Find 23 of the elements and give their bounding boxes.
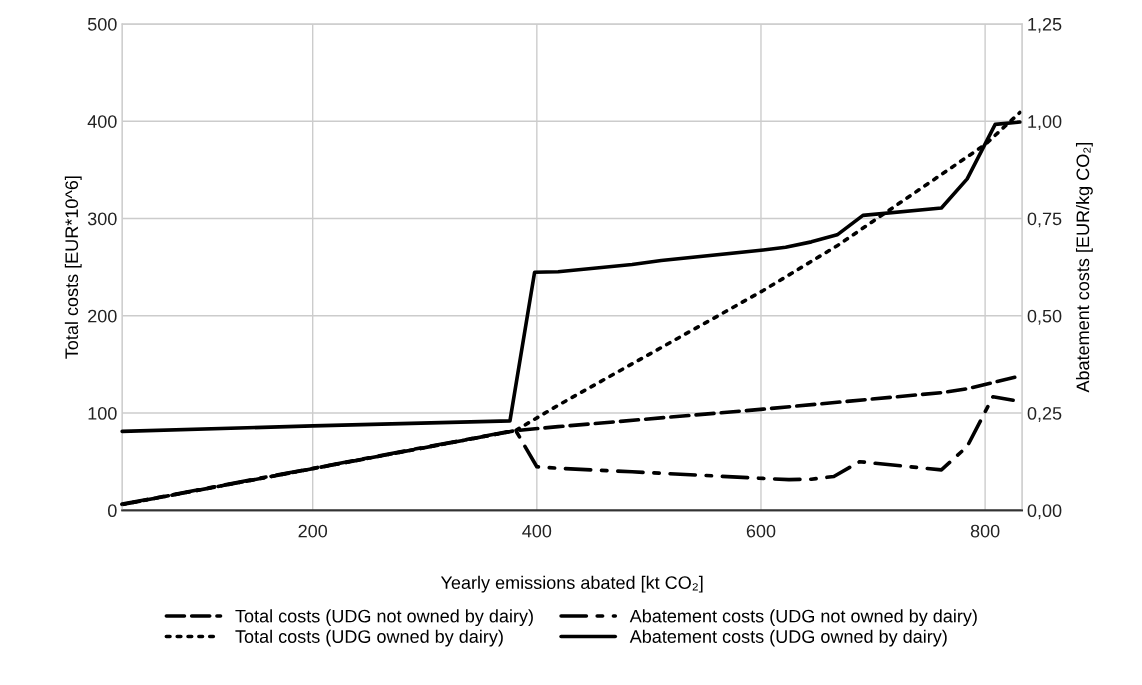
y2-tick-label: 0,50 bbox=[1027, 309, 1062, 325]
y-tick-label: 300 bbox=[87, 212, 117, 226]
y2-tick-label: 1,00 bbox=[1028, 115, 1062, 131]
y-tick-label: 200 bbox=[88, 309, 117, 323]
y-tick-label: 500 bbox=[87, 17, 117, 31]
legend-label: Abatement costs (UDG owned by dairy) bbox=[629, 629, 947, 647]
legend-label: Total costs (UDG owned by dairy) bbox=[235, 629, 503, 647]
y2-tick-label: 0,25 bbox=[1027, 406, 1062, 422]
legend-label: Total costs (UDG not owned by dairy) bbox=[235, 609, 533, 627]
x-axis-title: Yearly emissions abated [kt CO₂] bbox=[440, 575, 703, 593]
x-tick-label: 400 bbox=[522, 524, 552, 538]
y2-tick-label: 1,25 bbox=[1028, 17, 1062, 33]
legend-label: Abatement costs (UDG not owned by dairy) bbox=[629, 609, 977, 627]
y2-axis-title: Abatement costs [EUR/kg CO₂] bbox=[1075, 143, 1093, 393]
x-tick-label: 200 bbox=[298, 524, 328, 538]
y2-tick-label: 0,00 bbox=[1027, 504, 1062, 520]
y2-tick-label: 0,75 bbox=[1027, 212, 1062, 228]
y-axis-title: Total costs [EUR*10^6] bbox=[64, 176, 82, 359]
x-tick-label: 800 bbox=[970, 524, 1000, 538]
y-tick-label: 400 bbox=[87, 115, 117, 128]
y-tick-label: 0 bbox=[108, 504, 117, 518]
x-tick-label: 600 bbox=[746, 524, 776, 538]
y-tick-label: 100 bbox=[88, 406, 117, 420]
